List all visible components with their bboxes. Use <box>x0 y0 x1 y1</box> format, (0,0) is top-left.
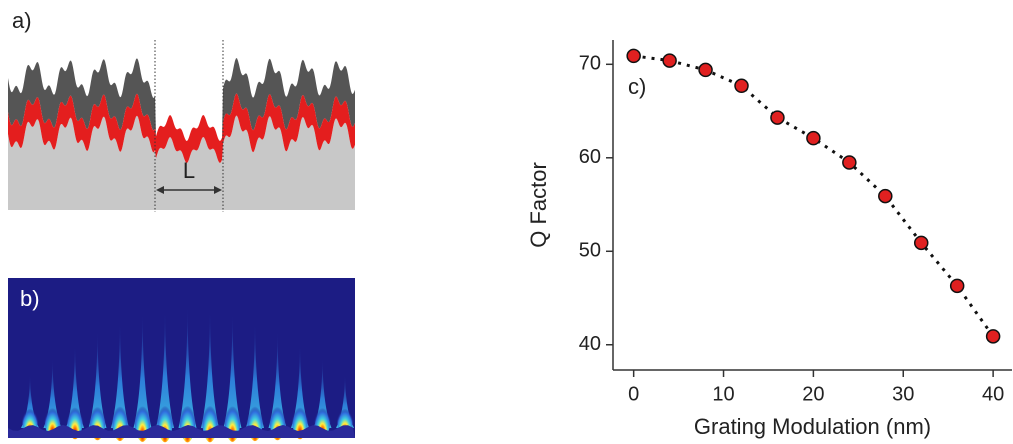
data-point <box>662 53 677 68</box>
y-axis-label: Q Factor <box>526 162 551 248</box>
field-lobe <box>268 324 287 428</box>
x-tick-label: 40 <box>982 383 1004 405</box>
y-tick-label: 50 <box>579 240 601 262</box>
y-tick-label: 60 <box>579 146 601 168</box>
data-point <box>878 188 893 204</box>
field-lobe <box>246 313 264 428</box>
field-lobe <box>66 337 84 428</box>
field-hotspot <box>292 396 308 440</box>
x-axis-label: Grating Modulation (nm) <box>694 414 931 439</box>
x-tick-label: 20 <box>802 383 824 405</box>
trend-line <box>633 54 995 338</box>
data-point <box>949 278 965 294</box>
data-point <box>806 130 821 146</box>
field-lobe <box>156 299 174 428</box>
field-lobe <box>313 353 332 428</box>
panel-label: a) <box>12 8 32 33</box>
data-point <box>626 48 641 64</box>
grating-edge <box>8 425 355 438</box>
data-point <box>734 78 749 94</box>
panel-label: b) <box>20 286 40 311</box>
data-point <box>842 155 857 170</box>
panel-c: 40 50 60 70 0 10 20 30 40 Grating Modulation (nm)… <box>526 40 1012 439</box>
substrate <box>8 115 355 210</box>
panel-b: b) <box>8 278 355 443</box>
data-point <box>985 329 1001 344</box>
period-label: L <box>183 158 195 183</box>
x-tick-label: 30 <box>892 383 914 405</box>
y-tick-label: 70 <box>579 53 601 75</box>
field-lobe <box>291 337 309 428</box>
field-lobe <box>133 304 152 428</box>
data-point <box>698 62 713 78</box>
field-lobe <box>336 370 354 428</box>
field-lobe <box>223 304 242 428</box>
field-lobe <box>88 324 107 428</box>
grating-layer <box>8 93 355 163</box>
field-lobe <box>201 299 219 428</box>
panel-a: a) L <box>8 8 355 212</box>
data-point <box>913 235 929 251</box>
field-lobe <box>178 298 197 428</box>
data-point <box>770 110 785 125</box>
panel-label: c) <box>628 74 646 99</box>
arrow-head <box>156 186 222 194</box>
field-lobe <box>43 353 62 428</box>
grating-top <box>8 58 355 141</box>
y-tick-label: 40 <box>579 333 601 355</box>
x-tick-label: 10 <box>712 383 734 405</box>
x-tick-label: 0 <box>628 383 639 405</box>
field-lobe <box>111 313 129 428</box>
field-lobe <box>21 370 39 428</box>
